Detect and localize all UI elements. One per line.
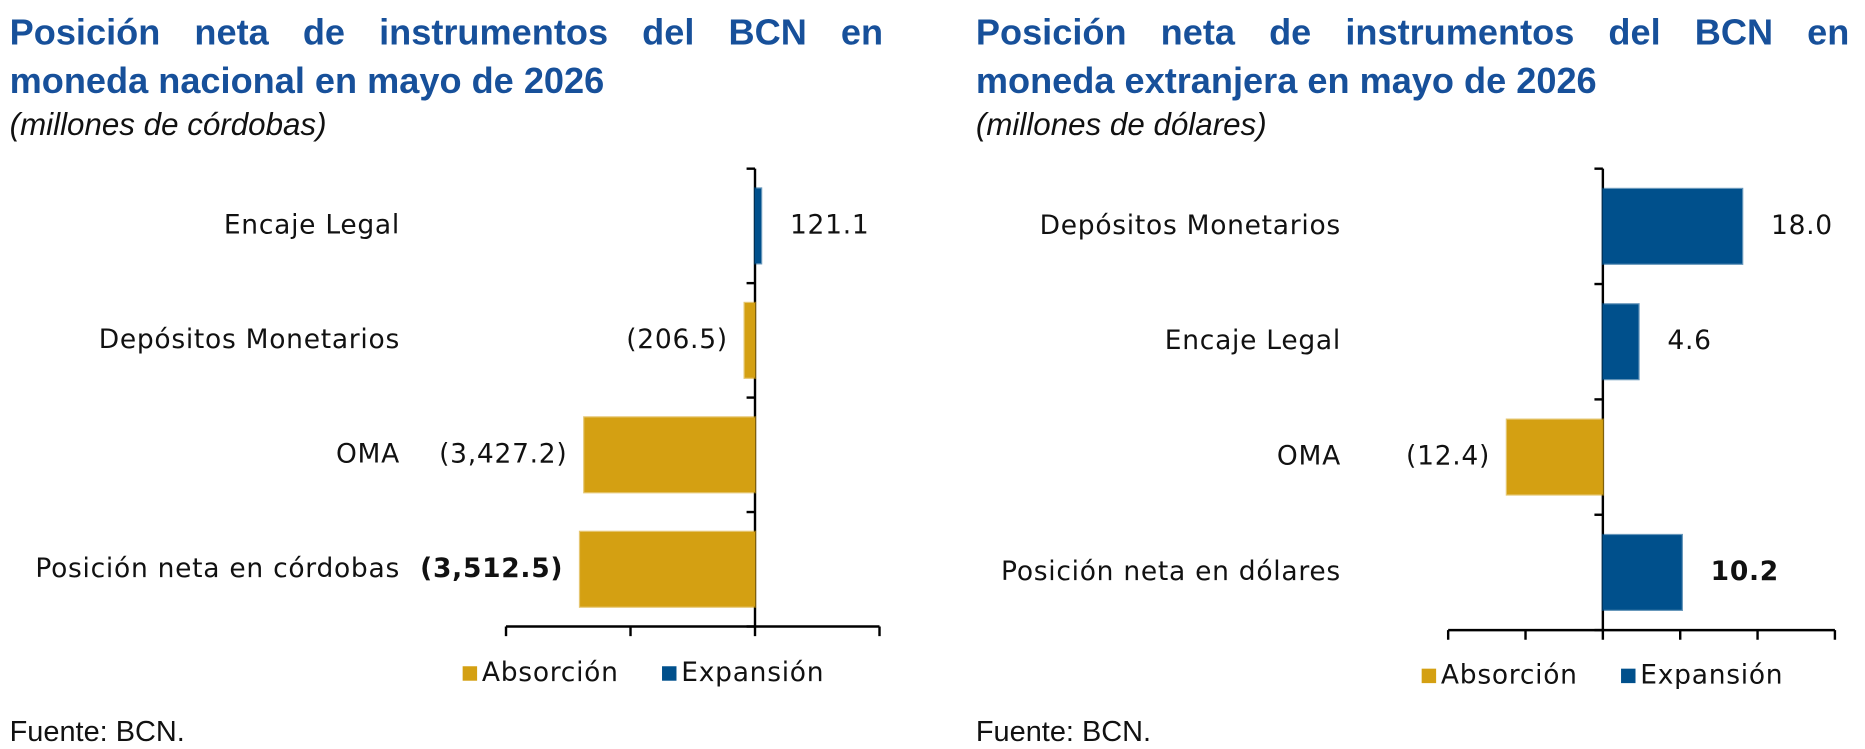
bar xyxy=(743,301,757,379)
source: Fuente: BCN. xyxy=(975,715,1152,749)
chart-title: Posición neta de instrumentos del BCN en… xyxy=(975,13,1850,102)
category-label: Depósitos Monetarios xyxy=(99,324,400,355)
chart-title: Posición neta de instrumentos del BCN en… xyxy=(9,13,884,102)
legend-label: Absorción xyxy=(1441,659,1578,690)
category-label: OMA xyxy=(1277,441,1341,472)
category-label: Posición neta en dólares xyxy=(1001,556,1341,587)
chart-subtitle: (millones de córdobas) xyxy=(9,106,327,143)
chart-subtitle: (millones de dólares) xyxy=(975,106,1267,143)
legend-swatch xyxy=(662,666,677,681)
panel: Posición neta de instrumentos del BCN en… xyxy=(0,0,892,749)
chart: Depósitos Monetarios 18.0 Encaje Legal 4.6 O… xyxy=(1001,167,1837,690)
legend-swatch xyxy=(1421,668,1437,684)
bar xyxy=(1601,187,1744,265)
bar xyxy=(1505,418,1605,496)
panel: Posición neta de instrumentos del BCN en… xyxy=(966,0,1858,749)
value-label: (206.5) xyxy=(626,324,728,355)
legend-swatch xyxy=(462,666,478,681)
legend-label: Expansión xyxy=(681,657,824,688)
legend-label: Expansión xyxy=(1640,659,1783,690)
value-label: (12.4) xyxy=(1406,441,1490,472)
value-label: 4.6 xyxy=(1667,325,1711,356)
bar xyxy=(583,416,757,494)
legend-label: Absorción xyxy=(482,657,619,688)
value-label: (3,427.2) xyxy=(439,438,567,469)
chart: Encaje Legal 121.1 Depósitos Monetarios (20… xyxy=(35,167,881,688)
bar xyxy=(753,187,763,265)
source: Fuente: BCN. xyxy=(9,715,185,749)
category-label: Encaje Legal xyxy=(1165,325,1341,356)
legend-swatch xyxy=(1621,668,1636,684)
bar xyxy=(1601,533,1683,611)
bar xyxy=(578,530,757,608)
category-label: Depósitos Monetarios xyxy=(1040,210,1341,241)
category-label: Encaje Legal xyxy=(224,209,400,240)
category-label: OMA xyxy=(336,438,400,469)
value-label: 18.0 xyxy=(1771,210,1833,241)
bar xyxy=(1601,303,1640,381)
value-label: (3,512.5) xyxy=(420,553,563,584)
value-label: 121.1 xyxy=(790,209,869,240)
value-label: 10.2 xyxy=(1711,556,1779,587)
category-label: Posición neta en córdobas xyxy=(35,553,400,584)
